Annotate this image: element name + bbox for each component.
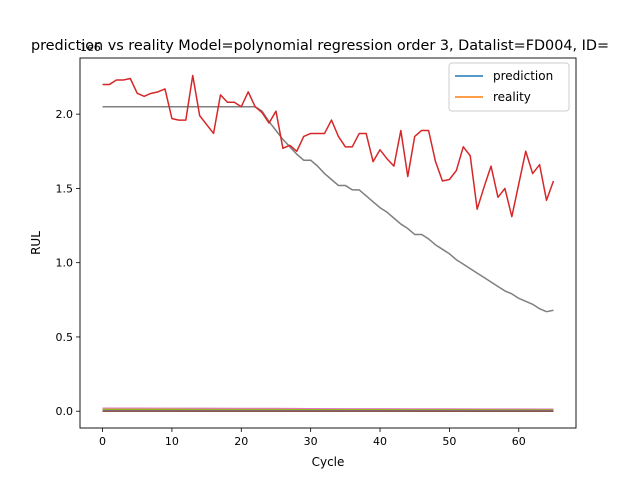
legend-box	[448, 62, 570, 112]
y-tick-label: 1.0	[56, 257, 74, 270]
axes-frame	[79, 57, 577, 429]
x-axis-ticks: 0 10 20 30 40 50 60	[99, 428, 526, 448]
series-line-2	[102, 407, 554, 411]
x-tick-label: 60	[512, 435, 526, 448]
y-tick-label: 2.0	[56, 108, 74, 121]
legend: prediction reality	[448, 62, 570, 112]
chart-title: prediction vs reality Model=polynomial r…	[31, 38, 609, 54]
y-axis-offset-label: 1e6	[80, 41, 101, 54]
plot-lines	[102, 74, 555, 412]
series-line-0	[102, 105, 554, 313]
x-tick-label: 20	[234, 435, 248, 448]
y-tick-label: 1.5	[56, 182, 74, 195]
legend-items: prediction reality	[455, 69, 553, 104]
y-tick-label: 0.0	[56, 405, 74, 418]
x-tick-label: 0	[99, 435, 106, 448]
x-tick-label: 30	[304, 435, 318, 448]
legend-label-1: reality	[493, 90, 531, 104]
y-axis-label: RUL	[29, 231, 43, 255]
series-line-1	[102, 74, 555, 218]
x-tick-label: 50	[442, 435, 456, 448]
x-tick-label: 10	[165, 435, 179, 448]
y-tick-label: 0.5	[56, 331, 74, 344]
legend-label-0: prediction	[493, 69, 553, 83]
y-axis-ticks: 0.0 0.5 1.0 1.5 2.0	[56, 108, 80, 418]
x-tick-label: 40	[373, 435, 387, 448]
x-axis-label: Cycle	[312, 455, 345, 469]
